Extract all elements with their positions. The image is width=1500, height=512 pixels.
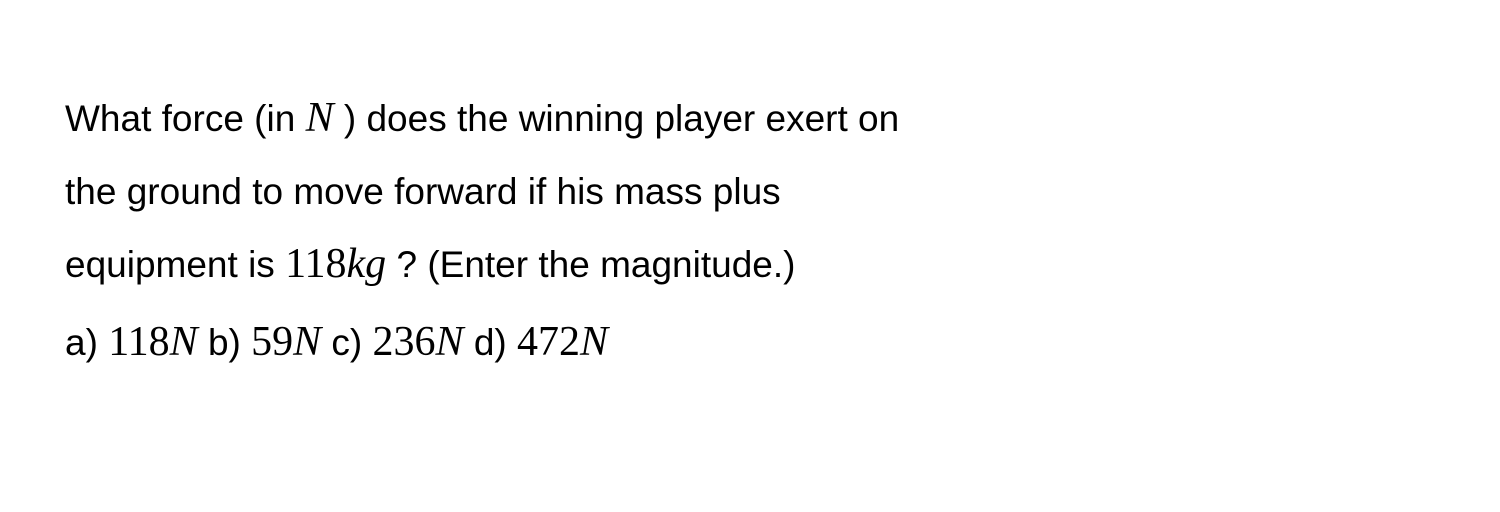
option-a-value: 118 (108, 319, 169, 365)
question-line-1: What force (in N ) does the winning play… (65, 80, 1435, 158)
option-a-unit: N (170, 319, 198, 365)
option-d-value: 472 (517, 319, 580, 365)
question-text-3b: ? (Enter the magnitude.) (396, 244, 795, 285)
math-variable-n: N (306, 95, 334, 141)
mass-value: 118 (285, 241, 346, 287)
option-c-value: 236 (373, 319, 436, 365)
option-c-label: c) (331, 322, 372, 363)
question-line-2: the ground to move forward if his mass p… (65, 158, 1435, 226)
option-d-unit: N (580, 319, 608, 365)
option-c-unit: N (436, 319, 464, 365)
question-text-2: the ground to move forward if his mass p… (65, 171, 781, 212)
question-line-3: equipment is 118kg ? (Enter the magnitud… (65, 226, 1435, 304)
option-a-label: a) (65, 322, 108, 363)
options-line: a) 118N b) 59N c) 236N d) 472N (65, 304, 1435, 382)
mass-unit: kg (347, 241, 387, 287)
question-text-3a: equipment is (65, 244, 285, 285)
option-b-unit: N (293, 319, 321, 365)
question-container: What force (in N ) does the winning play… (65, 80, 1435, 382)
option-b-label: b) (208, 322, 251, 363)
question-text-1b: ) does the winning player exert on (344, 98, 899, 139)
option-d-label: d) (474, 322, 517, 363)
question-text-1a: What force (in (65, 98, 306, 139)
option-b-value: 59 (251, 319, 293, 365)
